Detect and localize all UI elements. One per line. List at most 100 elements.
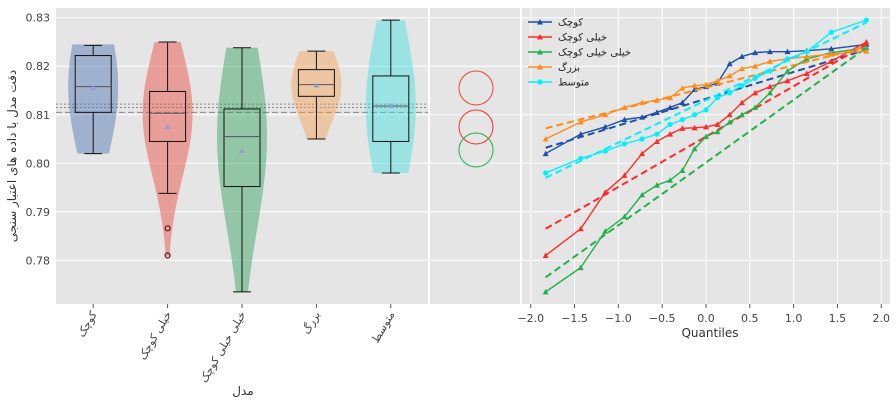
data-point xyxy=(863,38,870,45)
x-tick-label: −1.5 xyxy=(561,312,588,325)
data-point xyxy=(738,111,745,118)
data-point xyxy=(714,95,720,101)
data-point xyxy=(784,77,791,84)
data-point xyxy=(667,121,673,128)
data-point xyxy=(577,264,584,271)
x-tick-label: خیلی کوچک xyxy=(136,309,174,362)
data-point xyxy=(766,89,773,96)
legend-label: متوسط xyxy=(558,78,589,89)
data-point xyxy=(738,99,745,106)
data-point xyxy=(766,48,773,55)
fit-line xyxy=(545,43,867,230)
y-tick-label: 0.79 xyxy=(26,206,51,219)
data-point xyxy=(803,53,810,60)
data-point xyxy=(577,225,584,232)
data-point xyxy=(602,148,608,154)
data-point xyxy=(542,252,549,258)
data-point xyxy=(667,177,674,183)
circle-marker xyxy=(458,109,494,145)
boxplots xyxy=(74,19,410,293)
x-tick-label: −0.5 xyxy=(649,312,676,325)
data-point xyxy=(828,45,835,52)
data-point xyxy=(621,116,628,123)
box xyxy=(297,69,335,97)
data-point xyxy=(543,170,549,176)
data-point xyxy=(639,191,646,198)
data-point xyxy=(738,53,745,60)
left-y-axis-label: دقت مدل با داده های اعتبار سنجی xyxy=(5,70,20,243)
data-point xyxy=(602,189,609,195)
y-tick-label: 0.82 xyxy=(26,60,51,73)
data-point xyxy=(667,104,674,110)
data-point xyxy=(703,123,709,130)
data-point xyxy=(727,90,733,96)
data-point xyxy=(667,131,674,137)
legend-marker xyxy=(537,49,543,55)
x-tick-label: 1.5 xyxy=(829,312,847,325)
data-point xyxy=(602,228,609,234)
qq-plot-lines xyxy=(542,17,870,295)
x-tick-label: بزرگ xyxy=(300,309,323,337)
data-point xyxy=(577,131,584,137)
mean-marker xyxy=(164,123,171,129)
data-point xyxy=(828,51,835,57)
data-point xyxy=(784,48,791,55)
data-point xyxy=(653,182,660,188)
mean-marker xyxy=(387,103,394,109)
x-tick-label: −1.0 xyxy=(605,312,632,325)
x-tick-label: متوسط xyxy=(369,309,398,346)
qq-series xyxy=(543,17,869,179)
x-tick-label: 0.0 xyxy=(697,312,715,325)
data-point xyxy=(578,155,584,162)
data-point xyxy=(766,83,773,90)
data-point xyxy=(691,124,698,131)
box xyxy=(149,90,187,142)
data-point xyxy=(602,111,609,118)
data-point xyxy=(726,72,733,79)
legend-label: کوچک xyxy=(558,18,583,29)
data-point xyxy=(784,68,791,74)
data-point xyxy=(653,109,660,115)
legend-marker xyxy=(537,19,543,25)
data-point xyxy=(692,112,698,118)
data-point xyxy=(639,114,646,120)
data-point xyxy=(654,131,660,137)
qq-series xyxy=(542,38,870,258)
data-point xyxy=(577,119,584,125)
box xyxy=(74,55,112,113)
right-x-tick-labels: −2.0 −1.5 −1.0 −0.5 0.0 0.5 1.0 1.5 2.0 xyxy=(517,304,890,325)
left-x-axis-label: مدل xyxy=(232,384,253,398)
data-point xyxy=(691,145,698,152)
data-point xyxy=(752,63,759,69)
x-tick-label: 0.5 xyxy=(741,312,759,325)
data-point xyxy=(602,123,609,130)
left-x-tick-labels: کوچک خیلی کوچک خیلی خیلی کوچک بزرگ متوسط xyxy=(75,304,398,385)
data-point xyxy=(639,99,646,106)
data-point xyxy=(752,49,759,56)
fit-line xyxy=(545,48,867,149)
data-point xyxy=(714,77,721,84)
data-point xyxy=(738,65,745,72)
y-tick-label: 0.80 xyxy=(26,157,51,170)
data-point xyxy=(828,58,835,64)
data-point xyxy=(726,119,733,125)
outlier xyxy=(164,252,171,259)
data-point xyxy=(542,136,549,142)
data-point xyxy=(621,172,628,178)
data-point xyxy=(653,97,660,103)
data-point xyxy=(863,17,869,23)
data-point xyxy=(752,89,759,96)
x-tick-label: کوچک xyxy=(75,308,100,339)
x-tick-label: −2.0 xyxy=(517,312,544,325)
x-tick-label: خیلی خیلی کوچک xyxy=(197,309,248,385)
data-point xyxy=(714,128,721,135)
data-point xyxy=(691,82,698,89)
data-point xyxy=(679,99,686,106)
data-point xyxy=(679,167,686,174)
data-point xyxy=(621,104,628,110)
data-point xyxy=(726,111,733,118)
data-point xyxy=(621,213,628,220)
data-point xyxy=(542,288,549,295)
box xyxy=(372,75,410,142)
data-point xyxy=(653,138,660,144)
